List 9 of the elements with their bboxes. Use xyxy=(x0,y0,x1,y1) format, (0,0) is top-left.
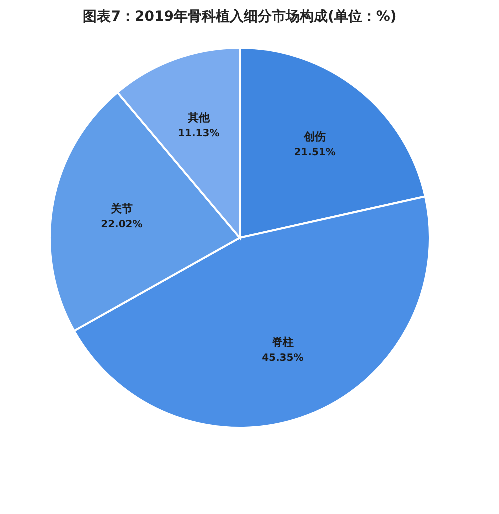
slice-label: 脊柱 xyxy=(272,336,294,350)
slice-label: 创伤 xyxy=(303,130,326,144)
slice-label: 关节 xyxy=(110,202,133,216)
data-label: 22.02% xyxy=(101,220,143,231)
chart-title: 图表7：2019年骨科植入细分市场构成(单位：%) xyxy=(83,8,397,25)
slice-label: 其他 xyxy=(186,111,211,124)
data-label: 11.13% xyxy=(178,128,220,140)
data-label: 45.35% xyxy=(262,353,304,364)
data-label: 21.51% xyxy=(294,147,336,158)
